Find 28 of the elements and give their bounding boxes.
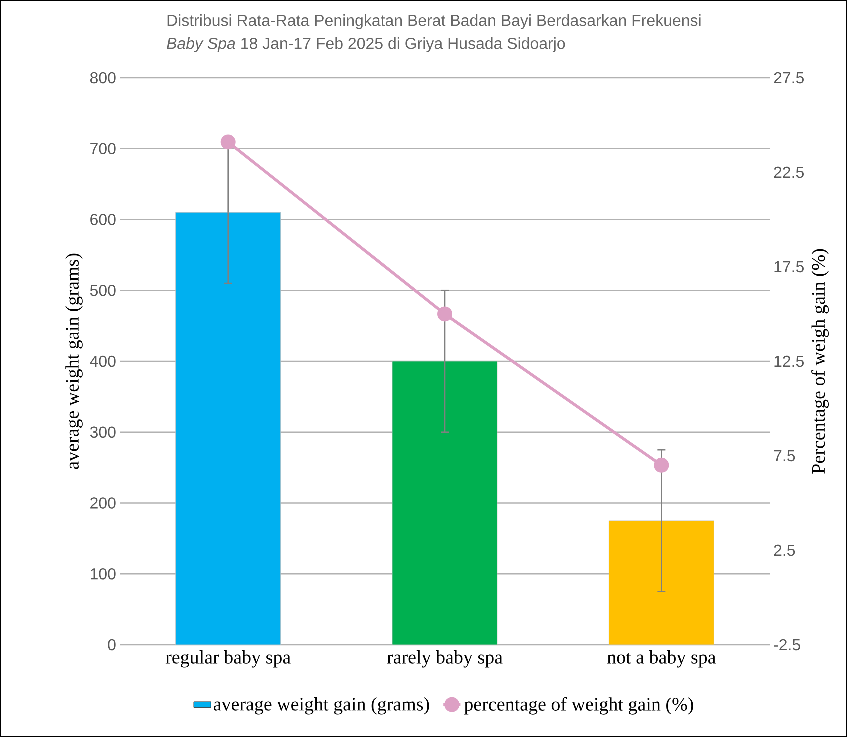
y2-tick-label: -2.5 [774,639,800,651]
y-tick-label: 600 [90,214,116,226]
y2-tick-label: 17.5 [774,261,804,273]
x-tick-label: rarely baby spa [387,650,503,668]
y-tick-label: 700 [90,143,116,155]
y2-axis-title: Percentage of weigh gain (%) [812,249,830,474]
point [438,306,453,322]
x-tick-label: regular baby spa [166,650,291,668]
y-tick-label: 200 [90,498,116,509]
y-tick-label: 0 [108,639,116,651]
y-tick-label: 400 [90,356,116,368]
y2-tick-label: 12.5 [774,356,804,368]
chart-subtitle: Baby Spa 18 Jan-17 Feb 2025 di Griya Husada Sidoarjo [167,38,566,52]
y2-tick-label: 27.5 [774,72,804,84]
point [654,458,670,473]
y-axis-title: average weight gain (grams) [66,254,83,470]
point [220,134,236,150]
y-tick-label: 800 [90,72,116,84]
x-tick-label: not a baby spa [607,650,716,668]
legend-label: average weight gain (grams) [214,697,430,715]
y-tick-label: 300 [90,426,116,438]
y-tick-label: 500 [90,284,116,296]
y-tick-label: 100 [91,568,116,580]
y2-tick-label: 22.5 [774,166,804,178]
legend-label: percentage of weight gain (%) [464,697,694,715]
chart-title: Distribusi Rata-Rata Peningkatan Berat Badan Bayi Berdasarkan Frekuensi [168,14,701,30]
y2-tick-label: 7.5 [774,450,796,462]
y2-tick-label: 2.5 [774,544,796,556]
